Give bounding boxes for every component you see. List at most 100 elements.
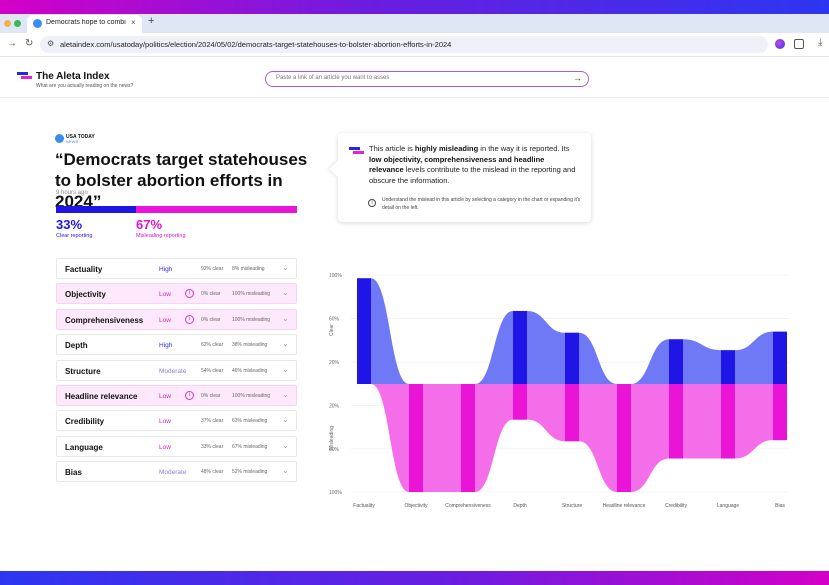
brand-name[interactable]: The Aleta Index	[36, 71, 110, 82]
info-icon[interactable]: i	[185, 289, 194, 299]
clear-label: Clear reporting	[56, 233, 93, 239]
clear-percent: 33%	[56, 217, 83, 232]
category-misleading-percent: 8% misleading	[232, 266, 265, 272]
site-settings-icon[interactable]: ⚙	[47, 39, 55, 48]
category-misleading-percent: 46% misleading	[232, 367, 268, 374]
category-clarity-chart[interactable]: 100% 60% 20% 20% 60% 100% Clear Misleading Factu…	[327, 258, 797, 511]
category-name: Objectivity	[65, 290, 106, 300]
ratio-misleading-segment	[135, 206, 297, 213]
extension-aleta-icon[interactable]	[775, 39, 785, 49]
forward-arrow-icon[interactable]: →	[7, 38, 17, 49]
category-misleading-percent: 52% misleading	[232, 469, 268, 476]
category-level: Low	[159, 393, 171, 400]
x-tick-label: Language	[717, 503, 739, 509]
tab-title: Democrats hope to combine	[46, 19, 126, 26]
category-clear-percent: 0% clear	[201, 393, 221, 399]
category-level: Low	[159, 291, 171, 299]
category-row[interactable]: Objectivity Low i 0% clear 100% misleading ⌄	[56, 283, 297, 305]
info-icon[interactable]: i	[185, 314, 194, 324]
misleading-label: Misleading reporting	[136, 233, 186, 239]
x-tick-label: Objectivity	[404, 503, 428, 509]
favicon-icon	[33, 19, 42, 28]
category-row[interactable]: Credibility Low 37% clear 63% misleading ⌄	[56, 410, 297, 432]
category-row[interactable]: Structure Moderate 54% clear 46% misleading…	[56, 359, 297, 381]
chevron-down-icon[interactable]: ⌄	[282, 415, 289, 425]
misleading-bar	[409, 384, 423, 492]
maximize-dot[interactable]	[14, 20, 21, 27]
y-tick-label: 20%	[329, 360, 340, 366]
clarity-ratio-bar	[56, 206, 297, 213]
clear-bar	[773, 331, 787, 384]
minimize-dot[interactable]	[4, 20, 11, 27]
misleading-bar	[669, 384, 683, 459]
info-icon[interactable]: i	[185, 391, 194, 400]
site-header: The Aleta Index What are you actually re…	[0, 57, 829, 98]
x-tick-label: Credibility	[665, 503, 687, 509]
submit-arrow-icon[interactable]: →	[573, 73, 582, 83]
y-tick-label: 100%	[329, 490, 342, 496]
category-level: Moderate	[159, 367, 187, 375]
x-tick-label: Comprehensiveness	[445, 503, 491, 509]
close-icon[interactable]: ×	[131, 18, 136, 27]
info-icon: i	[368, 199, 376, 207]
aleta-logo-icon[interactable]	[17, 72, 32, 80]
chevron-down-icon[interactable]: ⌄	[282, 390, 289, 399]
y-tick-label: 60%	[329, 447, 340, 453]
article-age: 9 hours ago	[56, 190, 88, 196]
chevron-down-icon[interactable]: ⌄	[282, 288, 289, 298]
category-misleading-percent: 38% misleading	[232, 342, 268, 349]
misleading-percent: 67%	[136, 217, 163, 232]
category-clear-percent: 0% clear	[201, 291, 221, 298]
category-clear-percent: 33% clear	[201, 443, 224, 450]
category-row[interactable]: Comprehensiveness Low i 0% clear 100% mislea…	[56, 308, 297, 330]
ratio-clear-segment	[56, 206, 136, 213]
category-clear-percent: 92% clear	[201, 266, 224, 272]
chevron-down-icon[interactable]: ⌄	[282, 466, 289, 476]
chevron-down-icon[interactable]: ⌄	[282, 440, 289, 450]
address-bar: → ↻ ⚙ aletaindex.com/usatoday/politics/e…	[0, 33, 829, 57]
y-tick-label: 60%	[329, 317, 340, 323]
category-name: Credibility	[65, 417, 105, 427]
chevron-down-icon[interactable]: ⌄	[282, 339, 289, 349]
category-name: Language	[65, 442, 103, 452]
reload-icon[interactable]: ↻	[25, 38, 34, 49]
y-tick-label: 20%	[329, 404, 340, 410]
publisher-name: USA TODAY	[66, 134, 95, 140]
misleading-bar	[513, 384, 527, 420]
category-row[interactable]: Depth High 62% clear 38% misleading ⌄	[56, 334, 297, 356]
brand-tagline: What are you actually reading on the new…	[36, 83, 134, 89]
tab-bar: Democrats hope to combine × +	[0, 14, 829, 33]
clear-bar	[721, 350, 735, 384]
download-icon[interactable]: ⤓	[818, 37, 823, 48]
article-headline: “Democrats target statehouses to bolster…	[55, 150, 308, 211]
clear-bar	[513, 310, 527, 384]
category-name: Structure	[65, 366, 101, 376]
category-clear-percent: 54% clear	[201, 367, 224, 374]
summary-callout: This article is highly misleading in the…	[329, 133, 591, 222]
chevron-down-icon[interactable]: ⌄	[282, 313, 289, 323]
chevron-down-icon[interactable]: ⌄	[282, 263, 289, 272]
category-misleading-percent: 100% misleading	[232, 393, 271, 399]
extensions-puzzle-icon[interactable]	[794, 39, 804, 49]
category-name: Factuality	[65, 265, 103, 274]
url-field[interactable]: ⚙ aletaindex.com/usatoday/politics/elect…	[40, 36, 768, 53]
category-row[interactable]: Language Low 33% clear 67% misleading ⌄	[56, 435, 297, 457]
usa-today-dot-icon	[55, 134, 64, 143]
category-misleading-percent: 100% misleading	[232, 316, 271, 323]
clear-bar	[669, 339, 683, 384]
tab-active[interactable]: Democrats hope to combine ×	[27, 15, 142, 33]
category-row[interactable]: Factuality High 92% clear 8% misleading ⌄	[56, 258, 297, 279]
category-name: Headline relevance	[65, 392, 138, 401]
new-tab-button[interactable]: +	[148, 15, 155, 27]
category-row[interactable]: Headline relevance Low i 0% clear 100% misle…	[56, 385, 297, 406]
browser-window: Democrats hope to combine × + → ↻ ⚙ alet…	[0, 14, 829, 571]
window-frame-top	[0, 0, 829, 14]
category-row[interactable]: Bias Moderate 48% clear 52% misleading ⌄	[56, 461, 297, 483]
category-name: Comprehensiveness	[65, 315, 144, 325]
misleading-bar	[721, 384, 735, 459]
article-link-input[interactable]: Paste a link of an article you want to a…	[265, 71, 589, 87]
category-name: Bias	[65, 468, 82, 478]
chevron-down-icon[interactable]: ⌄	[282, 364, 289, 374]
y-axis-label-clear: Clear	[329, 324, 335, 336]
clear-bar	[357, 278, 371, 384]
